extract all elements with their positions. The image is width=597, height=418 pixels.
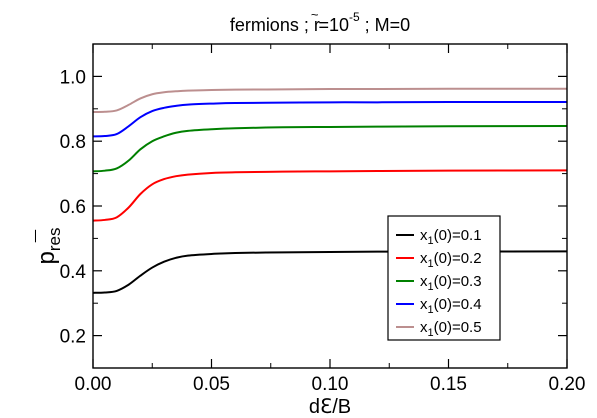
series-line-5	[92, 87, 568, 114]
series-line-3	[92, 124, 568, 173]
legend: x1(0)=0.1 x1(0)=0.2 x1(0)=0.3 x1(0)=0.4 x1(0…	[387, 215, 501, 341]
y-axis-label: ¯ pres	[32, 228, 64, 265]
x-tick-label: 0.15	[430, 374, 467, 395]
x-tick-label: 0.00	[75, 374, 112, 395]
y-tick-label: 0.2	[60, 327, 86, 348]
y-tick-label: 0.6	[60, 197, 86, 218]
x-tick-label: 0.05	[193, 374, 230, 395]
x-tick-label: 0.10	[312, 374, 349, 395]
x-axis-label: dℇ/B	[309, 396, 351, 418]
y-label-bar: ¯	[32, 229, 57, 243]
series-group	[92, 87, 568, 294]
series-line-4	[92, 100, 568, 138]
legend-box	[387, 215, 501, 341]
plot-frame	[92, 43, 568, 369]
x-tick-label: 0.20	[549, 374, 586, 395]
legend-label: x1(0)=0.2	[420, 250, 482, 270]
svg-text:pres: pres	[33, 228, 64, 265]
legend-label: x1(0)=0.5	[420, 319, 482, 339]
y-tick-label: 0.8	[60, 132, 86, 153]
tilde: ~	[311, 7, 319, 22]
legend-label: x1(0)=0.4	[420, 296, 482, 316]
y-tick-label: 0.4	[60, 262, 87, 283]
chart-title: fermions ; r~=10-5 ; M=0	[230, 7, 410, 35]
series-line-1	[92, 250, 568, 294]
y-tick-label: 1.0	[60, 67, 86, 88]
legend-label: x1(0)=0.3	[420, 273, 482, 293]
axis-ticks: 0.00 0.05 0.10 0.15 0.20 0.2 0.4 0.6 0.8 1.0	[60, 43, 586, 395]
legend-label: x1(0)=0.1	[420, 227, 482, 247]
series-line-2	[92, 169, 568, 222]
